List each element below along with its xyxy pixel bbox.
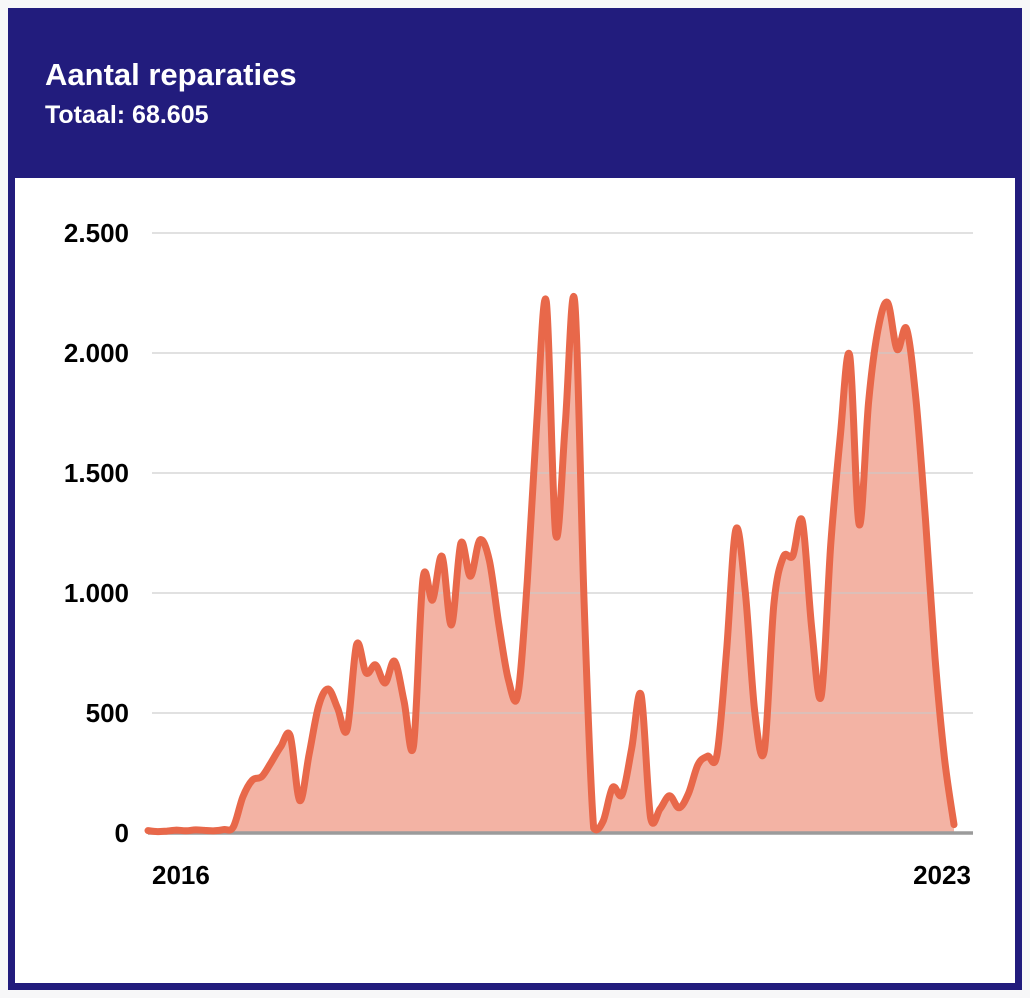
chart-total: Totaal: 68.605 [45, 101, 209, 129]
y-tick-label: 2.500 [64, 218, 129, 248]
y-tick-label: 2.000 [64, 338, 129, 368]
chart-header: Aantal reparaties Totaal: 68.605 [15, 15, 1015, 178]
y-tick-label: 1.500 [64, 458, 129, 488]
chart-title: Aantal reparaties [45, 57, 297, 92]
x-tick-label: 2016 [152, 860, 210, 890]
chart-area: 0 500 1.000 1.500 2.000 2.500 2016 2023 [15, 178, 1015, 978]
x-tick-label: 2023 [913, 860, 971, 890]
series-line [144, 293, 958, 836]
area-chart: 0 500 1.000 1.500 2.000 2.500 2016 2023 [64, 218, 973, 890]
y-tick-label: 0 [115, 818, 129, 848]
chart-card: Aantal reparaties Totaal: 68.605 0 500 1.0… [8, 8, 1022, 990]
y-tick-label: 1.000 [64, 578, 129, 608]
y-tick-label: 500 [86, 698, 129, 728]
